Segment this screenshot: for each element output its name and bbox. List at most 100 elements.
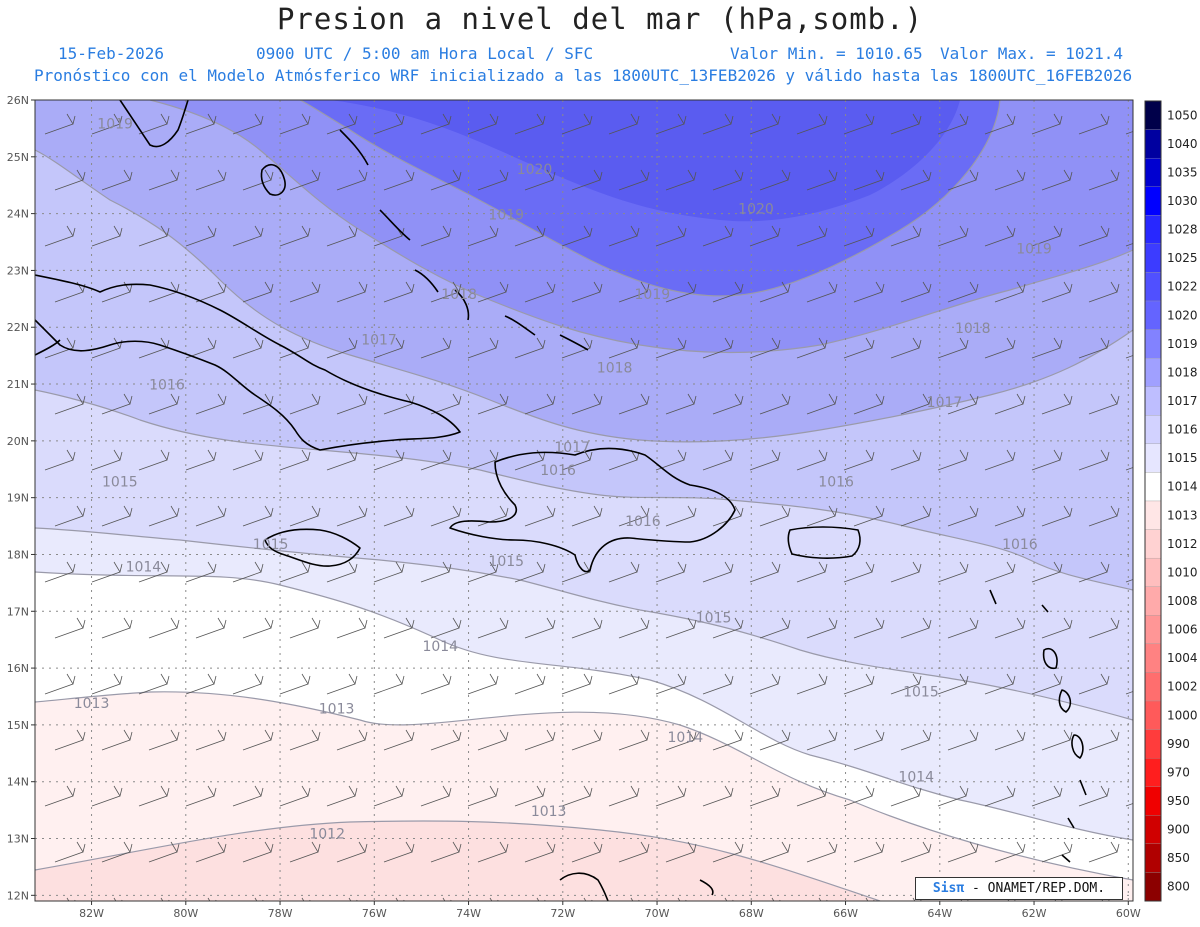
wind-barb	[232, 561, 264, 583]
wind-barb	[994, 505, 1026, 527]
wind-barb	[148, 729, 180, 751]
wind-barb	[806, 505, 838, 527]
wind-barb	[702, 449, 734, 471]
colorbar-label: 1014	[1167, 480, 1198, 494]
wind-barb	[712, 281, 744, 303]
bahamas-andros	[260, 163, 286, 196]
wind-barb	[336, 281, 368, 303]
wind-barb	[279, 449, 311, 471]
contour-label: 1016	[818, 474, 854, 490]
wind-barb	[608, 113, 640, 135]
wind-barbs	[44, 113, 1133, 901]
colorbar-swatch	[1144, 472, 1162, 502]
wind-barb	[712, 617, 744, 639]
wind-barb	[91, 785, 123, 807]
wind-barb	[994, 841, 1026, 863]
lon-tick-label: 72W	[550, 907, 575, 920]
wind-barb	[430, 617, 462, 639]
lat-tick-label: 24N	[7, 208, 29, 221]
wind-barb	[806, 281, 838, 303]
contour-label: 1017	[361, 332, 397, 348]
wind-barb	[477, 169, 509, 191]
wind-barb	[44, 449, 76, 471]
wind-barb	[702, 113, 734, 135]
contour-label: 1014	[667, 730, 703, 746]
wind-barb	[336, 505, 368, 527]
colorbar-label: 1004	[1167, 651, 1198, 665]
wind-barb	[608, 561, 640, 583]
wind-barb	[1078, 673, 1110, 695]
wind-barb	[843, 113, 875, 135]
latitude-ticks: 26N 25N 24N 23N 22N 21N 20N 19N 18N 17N 16N 15N 14N 1…	[7, 94, 35, 902]
wind-barb	[759, 729, 791, 751]
wind-barb	[1031, 673, 1063, 695]
colorbar-label: 1028	[1167, 223, 1198, 237]
wind-barb	[843, 673, 875, 695]
lat-tick-label: 14N	[7, 776, 29, 789]
lon-tick-label: 66W	[833, 907, 858, 920]
wind-barb	[1088, 841, 1120, 863]
colorbar-label: 1040	[1167, 137, 1198, 151]
contour-label: 1020	[738, 202, 774, 218]
wind-barb	[336, 169, 368, 191]
colorbar-label: 1010	[1167, 565, 1198, 579]
wind-barb	[749, 673, 781, 695]
wind-barb	[373, 337, 405, 359]
colorbar-swatch	[1144, 872, 1162, 902]
wind-barb	[148, 169, 180, 191]
wind-barb	[326, 337, 358, 359]
wind-barb	[54, 169, 86, 191]
wind-barb	[796, 337, 828, 359]
colorbar-swatch	[1144, 329, 1162, 359]
contour-label: 1016	[149, 378, 185, 394]
wind-barb	[947, 169, 979, 191]
wind-barb	[655, 785, 687, 807]
colorbar-label: 1000	[1167, 708, 1198, 722]
colorbar-swatch	[1144, 300, 1162, 330]
contour-label: 1014	[898, 770, 934, 786]
wind-barb	[477, 505, 509, 527]
wind-barb	[853, 841, 885, 863]
lon-tick-label: 80W	[173, 907, 198, 920]
colorbar-swatch	[1144, 500, 1162, 530]
wind-barb	[514, 785, 546, 807]
wind-barb	[242, 281, 274, 303]
wind-barb	[336, 393, 368, 415]
colorbar-label: 800	[1167, 880, 1190, 894]
colorbar-swatch	[1144, 786, 1162, 816]
wind-barb	[655, 561, 687, 583]
wind-barb	[138, 673, 170, 695]
wind-barb	[326, 113, 358, 135]
wind-barb	[477, 729, 509, 751]
colorbar-label: 1008	[1167, 594, 1198, 608]
wind-barb	[101, 505, 133, 527]
contour-label: 1014	[422, 639, 458, 655]
wind-barb	[279, 113, 311, 135]
contour-label: 1018	[441, 287, 477, 303]
lat-tick-label: 20N	[7, 435, 29, 448]
lon-tick-label: 82W	[79, 907, 104, 920]
wind-barb	[702, 561, 734, 583]
wind-barb	[618, 729, 650, 751]
wind-barb	[618, 505, 650, 527]
contour-label: 1015	[488, 554, 524, 570]
lat-tick-label: 15N	[7, 719, 29, 732]
colorbar-label: 850	[1167, 851, 1190, 865]
colorbar-swatch	[1144, 186, 1162, 216]
wind-barb	[383, 729, 415, 751]
wind-barb	[608, 225, 640, 247]
wind-barb	[91, 673, 123, 695]
wind-barb	[373, 449, 405, 471]
wind-barb	[947, 841, 979, 863]
forecast-date: 15-Feb-2026	[58, 44, 164, 63]
wind-barb	[477, 393, 509, 415]
wind-barb	[806, 617, 838, 639]
colorbar-swatch	[1144, 357, 1162, 387]
wind-barb	[44, 673, 76, 695]
wind-barb	[430, 505, 462, 527]
contour-label: 1013	[74, 696, 110, 712]
colorbar-swatch	[1144, 415, 1162, 445]
lat-tick-label: 18N	[7, 548, 29, 561]
wind-barb	[900, 841, 932, 863]
wind-barb	[289, 393, 321, 415]
